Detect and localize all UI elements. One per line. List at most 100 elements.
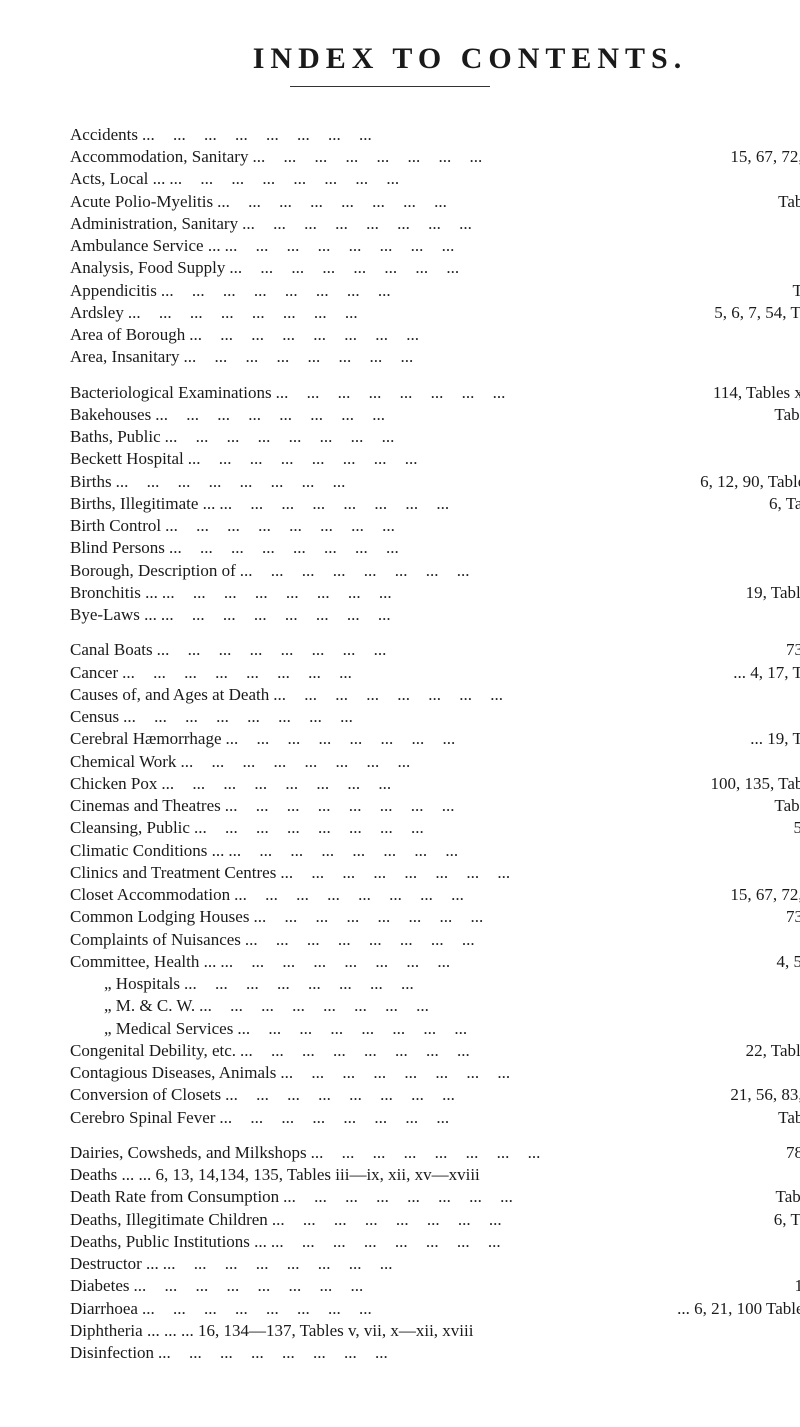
index-row: „ M. & C. W.90 (70, 995, 800, 1016)
index-term: Canal Boats (70, 639, 153, 660)
dot-leader (165, 537, 800, 558)
dot-leader (154, 1342, 800, 1363)
index-row: Deaths ... ... 6, 13, 14,134, 135, Table… (70, 1164, 800, 1185)
dot-leader (249, 906, 780, 927)
index-row: Death Rate from ConsumptionTables xv, xv… (70, 1186, 800, 1207)
index-term: Cerebral Hæmorrhage (70, 728, 222, 749)
index-term: Administration, Sanitary (70, 213, 238, 234)
index-term: Chicken Pox (70, 773, 157, 794)
index-term: Dairies, Cowsheds, and Milkshops (70, 1142, 307, 1163)
index-term: Acute Polio-Myelitis (70, 191, 213, 212)
index-row: Cerebral Hæmorrhage ... 19, Tables v, ix (70, 728, 800, 749)
index-term: Birth Control (70, 515, 161, 536)
index-pages: 6, 12, 90, Tables iii—viii (694, 471, 800, 492)
dot-leader (159, 1253, 800, 1274)
dot-leader (238, 213, 800, 234)
index-term: Acts, Local ... (70, 168, 165, 189)
index-pages: 100, 135, Tables x—xii (704, 773, 800, 794)
index-row: Births 6, 12, 90, Tables iii—viii (70, 471, 800, 492)
index-term: Appendicitis (70, 280, 157, 301)
index-row: Ambulance Service ...49 (70, 235, 800, 256)
index-pages: 21, 56, 83, Table xxi (724, 1084, 800, 1105)
index-pages: 78, Table xx (780, 1142, 800, 1163)
index-term: Chemical Work (70, 751, 176, 772)
index-row: BakehousesTables xx, xxi (70, 404, 800, 425)
dot-leader (157, 280, 787, 301)
index-term: Destructor ... (70, 1253, 159, 1274)
dot-leader (268, 1209, 768, 1230)
index-term: Ardsley (70, 302, 124, 323)
dot-leader (190, 817, 788, 838)
dot-leader (221, 795, 769, 816)
dot-leader (215, 493, 763, 514)
index-pages: 6, Tables iii, vi (763, 493, 800, 514)
dot-leader (213, 191, 772, 212)
title-rule (290, 86, 490, 87)
dot-leader (165, 168, 800, 189)
index-term: Borough, Description of (70, 560, 236, 581)
index-row: Acute Polio-Myelitis Tables x—xii (70, 191, 800, 212)
dot-leader (158, 582, 740, 603)
index-section: Dairies, Cowsheds, and Milkshops 78, Tabl… (70, 1142, 800, 1364)
index-row: Deaths, Public Institutions ...Table iii (70, 1231, 800, 1252)
index-pages: 22, Tables v, vi, ix (740, 1040, 800, 1061)
index-term: Births, Illegitimate ... (70, 493, 215, 514)
dot-leader (138, 1298, 671, 1319)
index-pages: Tables xx, xxi (768, 795, 800, 816)
index-row: Cinemas and TheatresTables xx, xxi (70, 795, 800, 816)
index-term: Clinics and Treatment Centres (70, 862, 276, 883)
index-row: Closet Accommodation15, 67, 72, Table xx… (70, 884, 800, 905)
dot-leader (185, 324, 800, 345)
index-term: Disinfection (70, 1342, 154, 1363)
index-row: Area of Borough5 (70, 324, 800, 345)
index-pages: ... 19, Tables v, ix (744, 728, 800, 749)
index-row: Canal Boats73, Table xx (70, 639, 800, 660)
index-row: Disinfection15, 66 (70, 1342, 800, 1363)
index-pages: 114, Tables xviii, xlviii (707, 382, 800, 403)
dot-leader (176, 751, 800, 772)
index-row: Area, Insanitary13, 14, 67 (70, 346, 800, 367)
index-term: Births (70, 471, 112, 492)
index-term: Bakehouses (70, 404, 151, 425)
index-row: Borough, Description of5 (70, 560, 800, 581)
dot-leader (224, 840, 800, 861)
index-term: Cancer (70, 662, 118, 683)
index-term: Census (70, 706, 119, 727)
index-term: Bacteriological Examinations (70, 382, 272, 403)
index-row: „ Medical Services103 (70, 1018, 800, 1039)
dot-leader (129, 1275, 788, 1296)
index-term: Baths, Public (70, 426, 161, 447)
index-row: Accidents4 (70, 124, 800, 145)
index-row: Diarrhoea... 6, 21, 100 Tables v, vi, vi… (70, 1298, 800, 1319)
index-term: Deaths ... ... 6, 13, 14,134, 135, Table… (70, 1164, 480, 1185)
index-row: Acts, Local ...45 (70, 168, 800, 189)
index-pages: Tables x—xii (772, 191, 800, 212)
index-pages: ... 6, 21, 100 Tables v, vi, vii (671, 1298, 800, 1319)
index-pages: 4, 55, 99, 132 (771, 951, 800, 972)
index-term: Bye-Laws ... (70, 604, 157, 625)
index-row: Bronchitis ...19, Tables v, vi, ix (70, 582, 800, 603)
index-term: Analysis, Food Supply (70, 257, 225, 278)
index-row: „ Hospitals134 (70, 973, 800, 994)
dot-leader (157, 604, 800, 625)
index-row: Congenital Debility, etc.22, Tables v, v… (70, 1040, 800, 1061)
index-term: Beckett Hospital (70, 448, 184, 469)
dot-leader (221, 235, 800, 256)
index-term: Cerebro Spinal Fever (70, 1107, 215, 1128)
index-pages: 5, 6, 7, 54, Tables iii, x (708, 302, 800, 323)
index-row: Birth Control90 (70, 515, 800, 536)
index-term: Committee, Health ... (70, 951, 216, 972)
index-row: Analysis, Food Supply51 (70, 257, 800, 278)
dot-leader (222, 728, 745, 749)
index-row: Chicken Pox 100, 135, Tables x—xii (70, 773, 800, 794)
index-row: Bacteriological Examinations 114, Tables … (70, 382, 800, 403)
dot-leader (180, 973, 800, 994)
index-term: Common Lodging Houses (70, 906, 249, 927)
dot-leader (236, 560, 800, 581)
dot-leader (119, 706, 800, 727)
index-term: Area of Borough (70, 324, 185, 345)
index-row: Conversion of Closets21, 56, 83, Table x… (70, 1084, 800, 1105)
index-pages: 14 Table v (793, 684, 800, 705)
index-row: Blind Persons132 (70, 537, 800, 558)
page-column-label: Page (70, 101, 800, 122)
